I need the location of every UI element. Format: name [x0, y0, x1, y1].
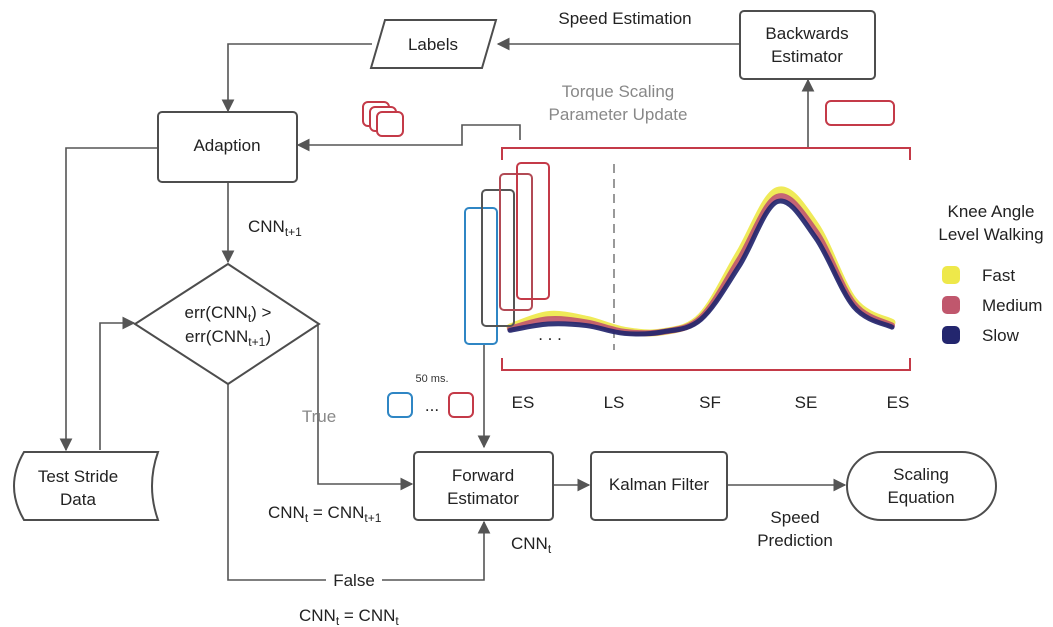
scaling-equation-node: Scaling Equation	[846, 451, 997, 521]
single-window-icon	[825, 100, 895, 126]
assign-true-label: CNNt = CNNt+1	[268, 503, 382, 525]
x-tick-label: ES	[887, 393, 910, 412]
legend-swatch-medium	[942, 296, 960, 314]
window-step-ellipsis: ...	[425, 396, 439, 415]
x-tick-label: SE	[795, 393, 818, 412]
window-step-red	[448, 392, 474, 418]
plot-bracket-bottom	[501, 358, 911, 371]
decision-line1: err(CNNt) >	[185, 303, 272, 325]
window-step-legend: 50 ms. ...	[387, 373, 474, 418]
cnn-t-label: CNNt	[511, 534, 552, 556]
window-stack-icon	[362, 101, 404, 137]
torque-scaling-label-line1: Torque Scaling	[562, 82, 674, 101]
scaling-equation-line1: Scaling	[893, 465, 949, 484]
plot-dots: . . .	[538, 325, 562, 344]
legend-label-fast: Fast	[982, 266, 1015, 285]
legend-label-medium: Medium	[982, 296, 1042, 315]
speed-estimation-label: Speed Estimation	[558, 9, 691, 28]
backwards-estimator-node: Backwards Estimator	[739, 10, 876, 80]
forward-estimator-line2: Estimator	[447, 489, 519, 508]
false-label: False	[333, 571, 375, 590]
scaling-equation-line2: Equation	[887, 488, 954, 507]
window-step-blue	[387, 392, 413, 418]
kalman-filter-node: Kalman Filter	[590, 451, 728, 521]
decision-node: err(CNNt) > err(CNNt+1)	[133, 262, 321, 386]
x-ticks: ES LS SF SE ES	[512, 393, 910, 412]
legend: Knee Angle Level Walking Fast Medium Slow	[938, 202, 1043, 345]
false-label-bg: False	[326, 568, 382, 590]
series-line-slow	[507, 198, 895, 337]
test-stride-data-line1: Test Stride	[38, 467, 118, 486]
decision-line2: err(CNNt+1)	[185, 327, 271, 349]
edge-adaption-to-test-data	[59, 147, 158, 452]
true-label: True	[302, 407, 336, 426]
torque-scaling-label-line2: Parameter Update	[549, 105, 688, 124]
adaption-text: Adaption	[193, 136, 260, 155]
cnn-next-label: CNNt+1	[248, 217, 302, 239]
window-gray	[481, 189, 515, 327]
window-step-label: 50 ms.	[415, 373, 448, 385]
labels-node: Labels	[369, 19, 498, 69]
legend-swatch-fast	[942, 266, 960, 284]
speed-prediction-line2: Prediction	[757, 531, 833, 550]
forward-estimator-node: Forward Estimator	[413, 451, 554, 521]
x-tick-label: ES	[512, 393, 535, 412]
x-tick-label: LS	[604, 393, 625, 412]
legend-title-line1: Knee Angle	[948, 202, 1035, 221]
backwards-estimator-line1: Backwards	[765, 24, 848, 43]
assign-false-label: CNNt = CNNt	[299, 606, 399, 627]
test-stride-data-line2: Data	[60, 490, 96, 509]
plot-bracket-top	[501, 147, 911, 160]
edge-true-to-forward	[317, 323, 414, 491]
edge-test-data-to-decision	[99, 316, 136, 450]
speed-prediction-line1: Speed	[770, 508, 819, 527]
edge-update-to-adaption	[296, 124, 521, 152]
window-red	[516, 162, 550, 300]
legend-label-slow: Slow	[982, 326, 1020, 345]
legend-title-line2: Level Walking	[938, 225, 1043, 244]
forward-estimator-line1: Forward	[452, 466, 514, 485]
knee-angle-plot: . . . ES LS SF SE ES	[464, 147, 911, 412]
edge-labels-to-adaption	[221, 43, 372, 113]
kalman-filter-text: Kalman Filter	[609, 475, 709, 494]
labels-text: Labels	[408, 35, 458, 54]
curves	[506, 186, 896, 337]
legend-swatch-slow	[942, 326, 960, 344]
x-tick-label: SF	[699, 393, 721, 412]
legend-items: Fast Medium Slow	[942, 266, 1042, 345]
adaption-node: Adaption	[157, 111, 298, 183]
test-stride-data-node: Test Stride Data	[13, 451, 160, 521]
backwards-estimator-line2: Estimator	[771, 47, 843, 66]
